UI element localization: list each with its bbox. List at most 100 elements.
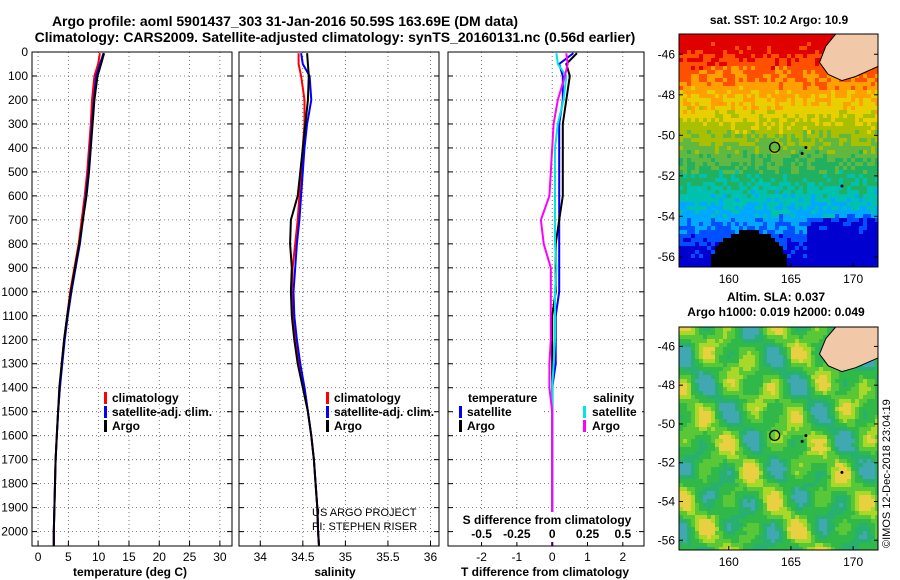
map-cell xyxy=(755,38,760,43)
map-cell xyxy=(839,443,844,448)
x-tick-label: 34 xyxy=(254,550,268,564)
map-cell xyxy=(827,234,832,239)
map-cell xyxy=(707,379,712,384)
map-cell xyxy=(735,262,740,267)
map-cell xyxy=(727,50,732,55)
map-cell xyxy=(707,383,712,388)
map-cell xyxy=(787,90,792,95)
map-cell xyxy=(687,210,692,215)
map-cell xyxy=(871,74,876,79)
map-cell xyxy=(771,347,776,352)
map-cell xyxy=(731,451,736,456)
map-cell xyxy=(795,202,800,207)
map-cell xyxy=(691,174,696,179)
plot-frame xyxy=(238,51,440,547)
map-cell xyxy=(795,78,800,83)
map-cell xyxy=(847,431,852,436)
map-cell xyxy=(707,154,712,159)
legend-swatch-satellite xyxy=(326,406,329,418)
map-cell xyxy=(819,190,824,195)
map-cell xyxy=(783,146,788,151)
map-cell xyxy=(787,210,792,215)
map-cell xyxy=(859,459,864,464)
map-cell xyxy=(739,158,744,163)
map-cell xyxy=(859,118,864,123)
map-cell xyxy=(703,122,708,127)
map-cell xyxy=(691,222,696,227)
map-cell xyxy=(731,327,736,332)
map-cell xyxy=(839,411,844,416)
map-cell xyxy=(711,383,716,388)
map-cell xyxy=(827,154,832,159)
map-cell xyxy=(827,431,832,436)
map-cell xyxy=(859,202,864,207)
map-cell xyxy=(875,367,878,372)
map-cell xyxy=(827,210,832,215)
map-cell xyxy=(759,218,764,223)
map-cell xyxy=(783,242,788,247)
map-cell xyxy=(863,379,868,384)
map-cell xyxy=(755,355,760,360)
map-cell xyxy=(855,186,860,191)
map-cell xyxy=(823,375,828,380)
map-cell xyxy=(759,82,764,87)
map-cell xyxy=(851,110,856,115)
map-cell xyxy=(683,70,688,75)
legend-swatch-temp-satellite xyxy=(459,406,462,418)
map-cell xyxy=(739,134,744,139)
map-cell xyxy=(855,399,860,404)
map-cell xyxy=(747,258,752,263)
map-cell xyxy=(747,174,752,179)
map-cell xyxy=(687,335,692,340)
map-cell xyxy=(679,130,684,135)
map-cell xyxy=(779,202,784,207)
map-cell xyxy=(699,122,704,127)
map-cell xyxy=(679,154,684,159)
map-cell xyxy=(715,122,720,127)
map-cell xyxy=(779,118,784,123)
legend-label-temp-satellite: satellite xyxy=(467,405,512,419)
map-cell xyxy=(811,411,816,416)
map-cell xyxy=(771,134,776,139)
map-cell xyxy=(783,395,788,400)
map-cell xyxy=(823,34,828,39)
map-cell xyxy=(799,42,804,47)
map-cell xyxy=(775,443,780,448)
map-cell xyxy=(871,102,876,107)
map-cell xyxy=(843,174,848,179)
map-cell xyxy=(707,411,712,416)
map-cell xyxy=(783,435,788,440)
map-cell xyxy=(771,367,776,372)
map-cell xyxy=(831,371,836,376)
map-cell xyxy=(743,355,748,360)
map-cell xyxy=(739,98,744,103)
map-cell xyxy=(771,162,776,167)
map-cell xyxy=(763,443,768,448)
map-cell xyxy=(687,427,692,432)
map-cell xyxy=(839,399,844,404)
map-cell xyxy=(771,371,776,376)
map-cell xyxy=(747,98,752,103)
map-cell xyxy=(783,158,788,163)
map-cell xyxy=(767,379,772,384)
map-cell xyxy=(795,395,800,400)
map-cell xyxy=(731,166,736,171)
map-cell xyxy=(695,234,700,239)
map-cell xyxy=(835,451,840,456)
map-cell xyxy=(723,114,728,119)
map-cell xyxy=(775,367,780,372)
map-cell xyxy=(731,38,736,43)
map-cell xyxy=(775,130,780,135)
map-cell xyxy=(727,367,732,372)
map-cell xyxy=(735,110,740,115)
map-cell xyxy=(771,38,776,43)
map-cell xyxy=(739,62,744,67)
map-cell xyxy=(703,419,708,424)
map-cell xyxy=(771,435,776,440)
map-cell xyxy=(679,182,684,187)
map-cell xyxy=(843,234,848,239)
map-cell xyxy=(791,162,796,167)
map-cell xyxy=(695,395,700,400)
map-cell xyxy=(679,102,684,107)
map-cell xyxy=(679,327,684,332)
